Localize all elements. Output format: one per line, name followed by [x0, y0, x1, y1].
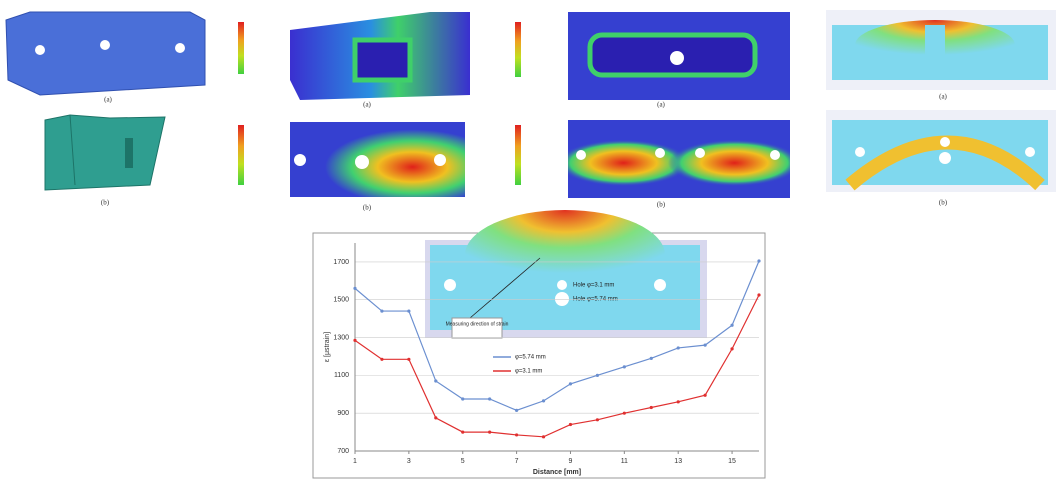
panel-label: (b) — [363, 204, 372, 212]
y-tick-label: 1100 — [334, 372, 349, 379]
point — [515, 433, 518, 436]
point — [623, 412, 626, 415]
contour-3b — [515, 120, 790, 198]
point — [677, 400, 680, 403]
point — [542, 435, 545, 438]
point — [488, 430, 491, 433]
point — [542, 399, 545, 402]
mesh-b — [45, 115, 165, 190]
y-tick-label: 900 — [337, 410, 349, 417]
panel-label: (b) — [939, 199, 948, 207]
y-axis-label: ε [μstrain] — [324, 332, 331, 362]
x-tick-label: 1 — [353, 458, 357, 465]
point — [623, 365, 626, 368]
point — [730, 324, 733, 327]
x-tick-label: 3 — [407, 458, 411, 465]
point — [380, 358, 383, 361]
x-axis-label: Distance [mm] — [533, 469, 581, 476]
panel-label: (a) — [939, 93, 947, 101]
y-tick-label: 1300 — [333, 334, 349, 341]
panel-label: (b) — [657, 201, 666, 209]
figure: (a) (b) (a) (b) (a) (b) (a) (b) Measurin… — [0, 0, 1058, 479]
point — [730, 347, 733, 350]
point — [596, 418, 599, 421]
contour-4b — [826, 110, 1056, 192]
point — [704, 344, 707, 347]
y-tick-label: 1700 — [333, 259, 349, 266]
point — [407, 358, 410, 361]
point — [677, 346, 680, 349]
point — [650, 406, 653, 409]
annotation: Hole φ=3.1 mm — [573, 283, 614, 289]
point — [569, 382, 572, 385]
x-tick-label: 15 — [728, 458, 736, 465]
point — [353, 339, 356, 342]
point — [515, 409, 518, 412]
panel-label: (a) — [657, 101, 665, 109]
contour-3a — [515, 12, 790, 100]
point — [353, 287, 356, 290]
y-tick-label: 700 — [337, 448, 349, 455]
point — [461, 430, 464, 433]
point — [757, 293, 760, 296]
legend-label: φ=3.1 mm — [515, 369, 542, 375]
panel-label: (a) — [363, 101, 371, 109]
x-tick-label: 13 — [674, 458, 682, 465]
point — [569, 423, 572, 426]
point — [488, 397, 491, 400]
point — [704, 394, 707, 397]
annotation: Measuring direction of strain — [446, 321, 509, 327]
x-tick-label: 5 — [461, 458, 465, 465]
panel-label: (a) — [104, 96, 112, 104]
y-tick-label: 1500 — [333, 297, 349, 304]
panel-label: (b) — [101, 199, 110, 207]
point — [434, 379, 437, 382]
inset — [425, 210, 707, 338]
legend-label: φ=5.74 mm — [515, 355, 546, 361]
contour-2b — [238, 122, 465, 197]
point — [434, 416, 437, 419]
x-tick-label: 9 — [569, 458, 573, 465]
point — [596, 374, 599, 377]
page: {"panels": [ {"labels": ["(a)", "(b)"]},… — [0, 0, 1058, 479]
x-tick-label: 11 — [621, 458, 628, 465]
point — [461, 397, 464, 400]
x-tick-label: 7 — [515, 458, 519, 465]
point — [407, 309, 410, 312]
point — [650, 357, 653, 360]
contour-2a — [234, 8, 470, 100]
point — [757, 259, 760, 262]
point — [380, 309, 383, 312]
mesh-a — [6, 12, 205, 95]
contour-4a — [826, 10, 1056, 90]
